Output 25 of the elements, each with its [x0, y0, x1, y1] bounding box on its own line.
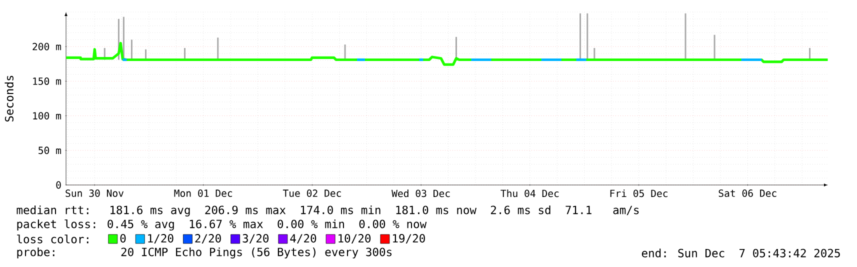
- y-tick-label: 150 m: [33, 77, 62, 85]
- legend-title: loss color:: [17, 234, 88, 244]
- legend-label: 2/20: [195, 234, 221, 244]
- legend-label: 10/20: [338, 234, 371, 244]
- y-tick-label: 200 m: [32, 42, 62, 50]
- y-tick-label: 0: [56, 181, 61, 189]
- text: end: Sun Dec 7 05:43:42 2025: [642, 248, 840, 258]
- x-tick-label: Tue 02 Dec: [282, 190, 341, 197]
- legend-label: 19/20: [393, 234, 425, 244]
- y-tick-label: 100 m: [33, 112, 62, 120]
- x-tick-label: Sat 06 Dec: [718, 190, 776, 197]
- legend-label: 3/20: [242, 234, 269, 244]
- x-tick-label: Wed 03 Dec: [392, 190, 450, 198]
- legend-label: 1/20: [148, 234, 174, 244]
- x-tick-label: Sun 30 Nov: [66, 190, 124, 197]
- legend-label: 0: [120, 234, 126, 243]
- text: probe: 20 ICMP Echo Pings (56 Bytes) every 300s: [17, 247, 392, 258]
- x-tick-label: Thu 04 Dec: [500, 190, 559, 198]
- y-axis-title: Seconds: [4, 76, 14, 122]
- y-tick-label: 50 m: [38, 146, 62, 154]
- x-tick-label: Fri 05 Dec: [610, 190, 668, 198]
- legend-label: 4/20: [290, 234, 316, 244]
- text: median rtt: 181.6 ms avg 206.9 ms max 174.0 ms min 181.0 ms now 2.6 ms sd 71.1 am/s: [16, 205, 639, 216]
- x-tick-label: Mon 01 Dec: [174, 190, 232, 197]
- text: packet loss: 0.45 % avg 16.67 % max 0.00 % min 0.00 % now: [17, 219, 427, 231]
